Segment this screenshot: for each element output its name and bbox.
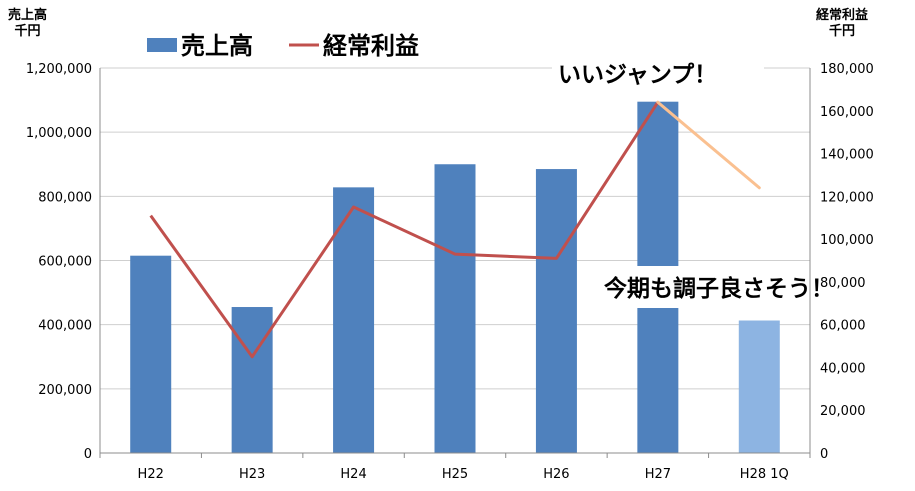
left-tick-label: 400,000 — [38, 319, 92, 334]
legend: 売上高 経常利益 — [147, 32, 419, 60]
legend-swatch-bar — [147, 38, 177, 52]
x-tick-label: H25 — [442, 467, 468, 482]
line-recurring-profit — [149, 101, 660, 359]
x-axis-ticks: H22 H23 H24 H25 H26 H27 H28 1Q — [138, 467, 789, 482]
line-recurring-profit-projection — [656, 100, 761, 190]
right-axis-unit-label: 千円 — [828, 24, 855, 39]
right-tick-label: 180,000 — [820, 62, 874, 77]
right-tick-label: 0 — [820, 447, 828, 462]
right-tick-label: 20,000 — [820, 404, 866, 419]
bar-H24 — [333, 187, 375, 453]
x-tick-label: H23 — [239, 467, 265, 482]
legend-label-sales: 売上高 — [181, 32, 253, 60]
right-tick-label: 60,000 — [820, 319, 866, 334]
legend-label-profit: 経常利益 — [323, 32, 419, 60]
axes — [99, 68, 811, 458]
bar-H25 — [434, 164, 476, 453]
bar-H23 — [231, 307, 273, 453]
left-tick-label: 1,200,000 — [26, 62, 92, 77]
annotation-box-2 — [596, 266, 902, 308]
right-tick-label: 40,000 — [820, 361, 866, 376]
right-tick-label: 120,000 — [820, 190, 874, 205]
x-tick-label: H22 — [138, 467, 164, 482]
left-axis-ticks: 0 200,000 400,000 600,000 800,000 1,000,000 1,… — [26, 62, 92, 462]
x-tick-label: H27 — [645, 467, 671, 482]
left-axis-unit: 売上高 千円 — [8, 8, 47, 40]
right-tick-label: 80,000 — [820, 276, 866, 291]
x-tick-label: H24 — [340, 467, 366, 482]
x-tick-label: H26 — [543, 467, 569, 482]
line-series — [149, 100, 761, 359]
left-tick-label: 800,000 — [38, 190, 92, 205]
left-tick-label: 600,000 — [38, 255, 92, 270]
right-axis-title: 経常利益 — [815, 8, 868, 23]
left-tick-label: 0 — [84, 447, 92, 462]
annotation-good-jump: いいジャンプ！ — [558, 62, 717, 88]
annotations: いいジャンプ！ 今期も調子良さそう！ — [558, 62, 834, 302]
right-tick-label: 140,000 — [820, 148, 874, 163]
left-tick-label: 200,000 — [38, 383, 92, 398]
x-tick-label: H28 1Q — [740, 467, 789, 482]
bar-H26 — [535, 169, 577, 453]
left-axis-unit-label: 千円 — [14, 24, 41, 39]
bar-H22 — [130, 255, 172, 453]
left-axis-title: 売上高 — [8, 8, 48, 23]
right-tick-label: 100,000 — [820, 233, 874, 248]
right-axis-ticks: 0 20,000 40,000 60,000 80,000 100,000 120,000 1… — [820, 62, 874, 462]
annotation-box-1 — [552, 52, 764, 92]
left-tick-label: 1,000,000 — [26, 126, 92, 141]
annotation-boxes — [552, 52, 902, 308]
annotation-looking-good: 今期も調子良さそう！ — [604, 275, 834, 302]
right-tick-label: 160,000 — [820, 105, 874, 120]
right-axis-unit: 経常利益 千円 — [802, 8, 882, 40]
bar-H28-1Q — [738, 320, 780, 453]
